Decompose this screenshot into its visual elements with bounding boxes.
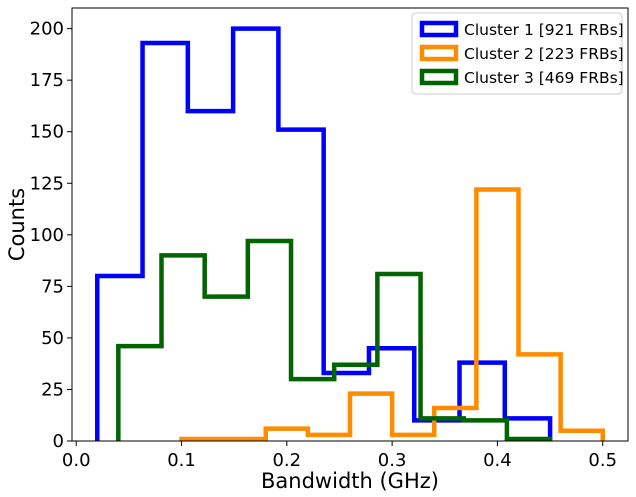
y-tick-label: 150	[30, 122, 64, 143]
y-tick-label: 0	[53, 431, 64, 452]
series-2-step-outline	[179, 187, 605, 442]
y-tick-label: 50	[41, 328, 64, 349]
legend-label-2: Cluster 2 [223 FRBs]	[464, 45, 624, 63]
legend-swatch-3	[419, 68, 459, 86]
plot-frame	[71, 7, 629, 442]
legend-label-3: Cluster 3 [469 FRBs]	[464, 69, 624, 87]
y-axis-ticks: 0 25 50 75 100 125 150 175 200	[30, 19, 72, 452]
x-tick-label: 0.4	[483, 450, 512, 471]
y-tick-label: 25	[41, 379, 64, 400]
histogram-series	[95, 26, 605, 442]
y-tick-label: 125	[30, 173, 64, 194]
legend-box	[411, 12, 623, 95]
x-tick-label: 0.5	[588, 450, 617, 471]
x-tick-label: 0.3	[378, 450, 407, 471]
series-3-step-outline	[116, 238, 553, 442]
x-axis-ticks: 0.0 0.1 0.2 0.3 0.4 0.5	[62, 441, 617, 471]
series-1-step-outline	[95, 26, 553, 441]
y-tick-label: 200	[30, 19, 64, 40]
legend-swatch-1	[419, 20, 459, 38]
legend-swatch-2	[419, 44, 459, 62]
y-tick-label: 75	[41, 276, 64, 297]
x-axis-label: Bandwidth (GHz)	[261, 469, 439, 493]
x-tick-label: 0.2	[272, 450, 301, 471]
x-tick-label: 0.1	[167, 450, 196, 471]
legend-label-1: Cluster 1 [921 FRBs]	[464, 21, 624, 39]
y-axis-label: Counts	[5, 188, 29, 261]
y-tick-label: 175	[30, 70, 64, 91]
x-tick-label: 0.0	[62, 450, 91, 471]
legend: Cluster 1 [921 FRBs] Cluster 2 [223 FRBs]…	[411, 12, 624, 95]
y-tick-label: 100	[30, 225, 64, 246]
